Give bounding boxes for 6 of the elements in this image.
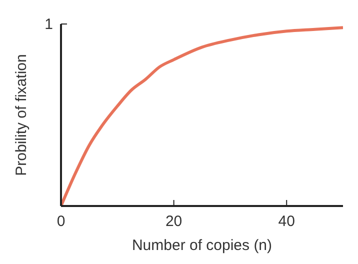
text: 1 <box>44 16 53 33</box>
x-tick-label: 40 <box>278 213 295 230</box>
x-tick-label: 0 <box>56 213 66 230</box>
x-tick-label: 20 <box>165 213 182 230</box>
x-axis-title: Number of copies (n) <box>132 237 272 254</box>
y-axis-title: Probility of fixation <box>13 54 30 176</box>
